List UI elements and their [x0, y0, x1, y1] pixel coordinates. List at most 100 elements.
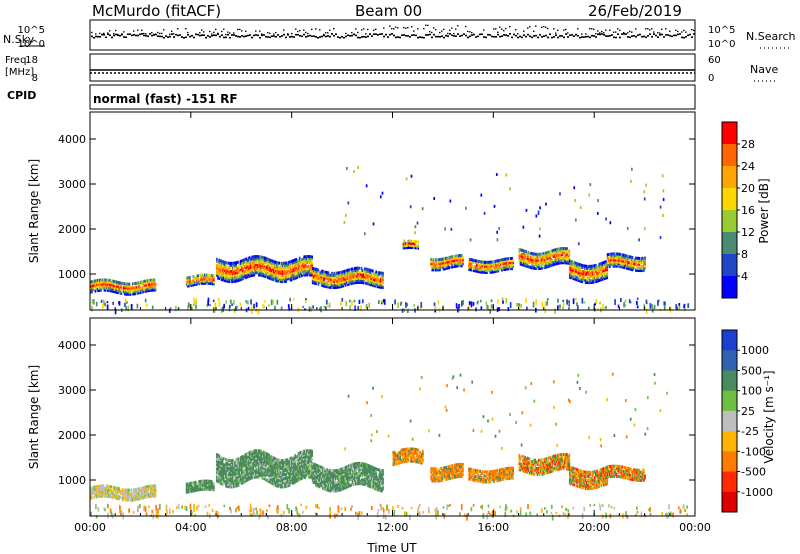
data-cell: [292, 467, 294, 471]
data-cell: [376, 478, 379, 482]
data-cell: [496, 267, 499, 271]
data-cell: [551, 263, 554, 267]
data-cell: [573, 273, 576, 277]
data-cell: [302, 462, 304, 466]
data-cell: [221, 270, 224, 274]
data-cell: [357, 280, 359, 284]
data-cell: [216, 463, 218, 467]
data-cell: [596, 275, 598, 279]
data-cell: [521, 263, 524, 267]
data-cell: [301, 454, 303, 458]
data-cell: [246, 261, 249, 265]
data-cell: [194, 282, 197, 286]
data-cell: [253, 255, 256, 259]
data-cell: [485, 264, 487, 268]
data-cell: [368, 268, 371, 272]
data-cell: [252, 265, 255, 269]
data-cell: [191, 489, 194, 493]
data-cell: [442, 263, 445, 267]
data-cell: [130, 488, 133, 492]
data-cell: [484, 264, 486, 268]
data-cell: [408, 241, 410, 245]
data-cell: [644, 256, 646, 260]
data-cell: [102, 286, 105, 290]
data-cell: [257, 308, 260, 315]
data-cell: [362, 279, 365, 283]
data-cell: [393, 454, 396, 458]
data-cell: [538, 256, 541, 260]
data-cell: [409, 245, 412, 249]
data-cell: [256, 263, 259, 267]
data-cell: [239, 460, 242, 464]
data-cell: [260, 257, 262, 261]
data-cell: [325, 467, 328, 471]
data-cell: [315, 467, 317, 471]
data-cell: [233, 475, 235, 479]
data-cell: [223, 272, 226, 276]
data-cell: [146, 493, 149, 497]
data-cell: [120, 491, 123, 495]
data-cell: [524, 260, 526, 264]
data-cell: [381, 477, 383, 481]
data-cell: [305, 461, 308, 465]
data-cell: [148, 494, 151, 498]
data-cell: [374, 487, 376, 491]
data-cell: [264, 455, 267, 459]
colorbar-swatch: [722, 144, 737, 167]
data-cell: [322, 280, 324, 284]
data-cell: [542, 262, 545, 266]
data-cell: [560, 253, 563, 257]
data-cell: [352, 464, 355, 468]
data-cell: [403, 242, 406, 246]
data-cell: [289, 278, 292, 282]
data-cell: [411, 246, 414, 250]
data-cell: [352, 277, 355, 281]
noise-tick-left-bottom: 10^0: [18, 39, 45, 50]
data-cell: [242, 275, 244, 279]
data-cell: [366, 282, 368, 286]
data-cell: [506, 259, 509, 263]
data-cell: [606, 276, 609, 280]
data-cell: [348, 270, 350, 274]
data-cell: [193, 303, 195, 307]
data-cell: [369, 479, 372, 483]
data-cell: [231, 481, 234, 485]
data-cell: [262, 304, 264, 309]
data-cell: [269, 462, 272, 466]
data-cell: [315, 469, 317, 473]
data-cell: [470, 268, 473, 272]
data-cell: [275, 457, 277, 461]
data-cell: [495, 265, 498, 269]
data-cell: [505, 257, 508, 261]
data-cell: [259, 455, 261, 459]
data-cell: [276, 277, 278, 281]
data-cell: [322, 273, 324, 277]
data-cell: [235, 482, 238, 486]
data-cell: [348, 484, 350, 488]
data-cell: [297, 474, 300, 478]
data-cell: [210, 278, 213, 282]
data-cell: [585, 270, 588, 274]
data-cell: [101, 494, 104, 498]
data-cell: [485, 301, 488, 306]
data-cell: [563, 249, 566, 253]
data-cell: [323, 272, 325, 276]
data-cell: [258, 465, 260, 469]
data-cell: [293, 263, 295, 267]
data-cell: [506, 257, 509, 261]
data-cell: [409, 243, 412, 247]
data-cell: [310, 471, 312, 475]
data-cell: [259, 461, 261, 465]
data-cell: [456, 262, 459, 266]
data-cell: [630, 259, 633, 263]
data-cell: [480, 264, 483, 268]
data-cell: [316, 274, 319, 278]
data-cell: [264, 271, 267, 275]
data-cell: [103, 288, 106, 292]
data-cell: [333, 277, 336, 281]
data-cell: [221, 272, 224, 276]
data-cell: [263, 473, 266, 477]
data-cell: [462, 260, 464, 264]
data-cell: [458, 303, 460, 310]
data-cell: [150, 492, 152, 496]
